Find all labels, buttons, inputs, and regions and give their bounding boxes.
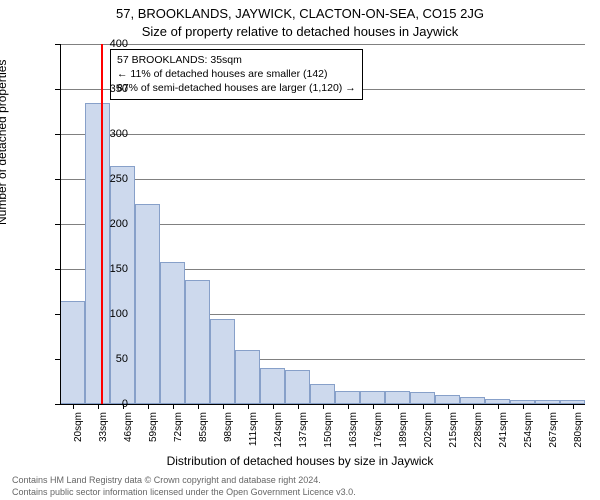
- y-tick-label: 200: [68, 218, 128, 230]
- x-tick-label: 280sqm: [573, 412, 584, 452]
- annotation-box: 57 BROOKLANDS: 35sqm← 11% of detached ho…: [110, 49, 363, 100]
- x-tick-label: 20sqm: [73, 412, 84, 452]
- histogram-chart: 57, BROOKLANDS, JAYWICK, CLACTON-ON-SEA,…: [0, 0, 600, 500]
- gridline: [60, 134, 585, 135]
- y-tick-label: 350: [68, 83, 128, 95]
- histogram-bar: [110, 166, 135, 405]
- x-tick-label: 98sqm: [223, 412, 234, 452]
- x-tick-label: 111sqm: [248, 412, 259, 452]
- x-tick-label: 137sqm: [298, 412, 309, 452]
- x-tick-label: 202sqm: [423, 412, 434, 452]
- y-axis-label: Number of detached properties: [0, 60, 9, 225]
- y-tick-label: 0: [68, 398, 128, 410]
- x-tick-label: 59sqm: [148, 412, 159, 452]
- x-tick-label: 33sqm: [98, 412, 109, 452]
- histogram-bar: [160, 262, 185, 404]
- histogram-bar: [260, 368, 285, 404]
- x-tick-label: 254sqm: [523, 412, 534, 452]
- x-tick-label: 176sqm: [373, 412, 384, 452]
- histogram-bar: [235, 350, 260, 404]
- annotation-line: 87% of semi-detached houses are larger (…: [117, 81, 356, 95]
- chart-title-sub: Size of property relative to detached ho…: [0, 24, 600, 39]
- x-tick-label: 189sqm: [398, 412, 409, 452]
- x-tick-label: 46sqm: [123, 412, 134, 452]
- y-tick-label: 300: [68, 128, 128, 140]
- x-tick-label: 241sqm: [498, 412, 509, 452]
- histogram-bar: [410, 392, 435, 404]
- x-tick-label: 267sqm: [548, 412, 559, 452]
- x-tick-label: 150sqm: [323, 412, 334, 452]
- y-tick-label: 250: [68, 173, 128, 185]
- y-tick-label: 100: [68, 308, 128, 320]
- y-tick-label: 400: [68, 38, 128, 50]
- annotation-line: 57 BROOKLANDS: 35sqm: [117, 53, 356, 67]
- histogram-bar: [285, 370, 310, 404]
- histogram-bar: [210, 319, 235, 405]
- histogram-bar: [310, 384, 335, 404]
- gridline: [60, 44, 585, 45]
- histogram-bar: [135, 204, 160, 404]
- x-tick-label: 124sqm: [273, 412, 284, 452]
- histogram-bar: [360, 391, 385, 404]
- x-axis-line: [60, 404, 585, 405]
- y-tick-label: 50: [68, 353, 128, 365]
- annotation-line: ← 11% of detached houses are smaller (14…: [117, 67, 356, 81]
- x-tick-label: 215sqm: [448, 412, 459, 452]
- chart-title-main: 57, BROOKLANDS, JAYWICK, CLACTON-ON-SEA,…: [0, 6, 600, 21]
- gridline: [60, 179, 585, 180]
- histogram-bar: [435, 395, 460, 404]
- histogram-bar: [335, 391, 360, 405]
- x-axis-label: Distribution of detached houses by size …: [0, 454, 600, 468]
- plot-area: 57 BROOKLANDS: 35sqm← 11% of detached ho…: [60, 44, 585, 404]
- y-axis-line: [60, 44, 61, 404]
- histogram-bar: [185, 280, 210, 404]
- x-tick-label: 85sqm: [198, 412, 209, 452]
- y-tick-label: 150: [68, 263, 128, 275]
- x-tick-label: 228sqm: [473, 412, 484, 452]
- footer-copyright-2: Contains public sector information licen…: [12, 487, 356, 497]
- x-tick-label: 72sqm: [173, 412, 184, 452]
- histogram-bar: [460, 397, 485, 404]
- x-tick-label: 163sqm: [348, 412, 359, 452]
- histogram-bar: [385, 391, 410, 405]
- footer-copyright-1: Contains HM Land Registry data © Crown c…: [12, 475, 321, 485]
